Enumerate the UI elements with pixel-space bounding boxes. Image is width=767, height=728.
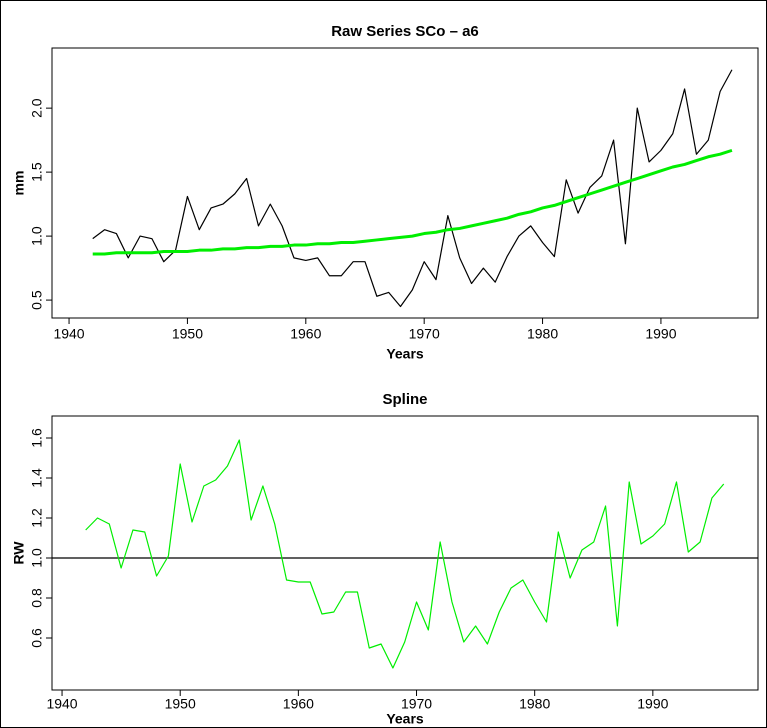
series-line xyxy=(85,439,725,669)
y-tick-label: 0.5 xyxy=(29,290,45,310)
y-tick-label: 0.8 xyxy=(29,588,45,608)
x-tick-label: 1990 xyxy=(637,696,668,712)
x-tick-label: 1990 xyxy=(645,326,676,342)
y-axis-label: mm xyxy=(11,171,27,196)
plot-box xyxy=(51,47,759,319)
chart-title: Raw Series SCo – a6 xyxy=(331,23,479,40)
y-axis-label: RW xyxy=(11,541,27,565)
y-tick-label: 1.4 xyxy=(29,468,45,488)
y-tick-label: 2.0 xyxy=(29,98,45,118)
y-tick-label: 1.0 xyxy=(29,548,45,568)
series-line xyxy=(92,148,733,256)
x-tick-label: 1940 xyxy=(46,696,77,712)
x-tick-label: 1960 xyxy=(283,696,314,712)
y-tick-label: 1.5 xyxy=(29,162,45,182)
x-tick-label: 1960 xyxy=(290,326,321,342)
x-tick-label: 1970 xyxy=(401,696,432,712)
y-tick-label: 1.6 xyxy=(29,428,45,448)
chart-title: Spline xyxy=(382,391,427,408)
x-tick-label: 1980 xyxy=(527,326,558,342)
y-tick-label: 0.6 xyxy=(29,628,45,648)
x-axis-label: Years xyxy=(386,346,424,362)
x-tick-label: 1980 xyxy=(519,696,550,712)
y-tick-label: 1.0 xyxy=(29,226,45,246)
x-axis-label: Years xyxy=(386,711,424,727)
x-tick-label: 1950 xyxy=(172,326,203,342)
series-line xyxy=(92,69,733,308)
plot-box xyxy=(51,415,759,691)
x-tick-label: 1950 xyxy=(165,696,196,712)
y-tick-label: 1.2 xyxy=(29,508,45,528)
x-tick-label: 1970 xyxy=(409,326,440,342)
x-tick-label: 1940 xyxy=(53,326,84,342)
